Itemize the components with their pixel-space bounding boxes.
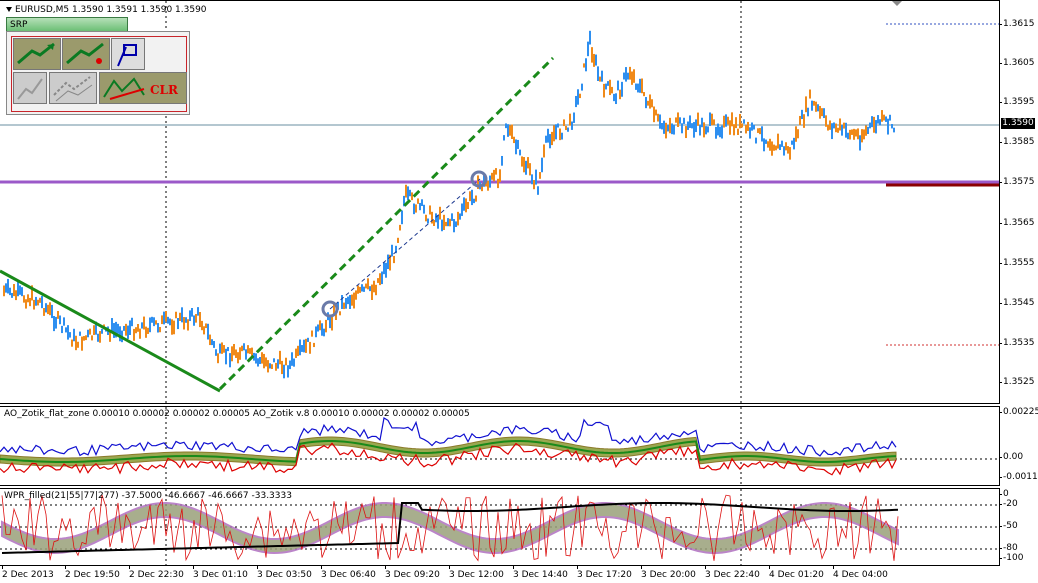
ao-lower-line: [0, 442, 897, 476]
ao-indicator-canvas: [0, 407, 999, 485]
wpr-fast-line: [1, 494, 899, 562]
up-channel-line: [218, 56, 555, 391]
wpr-axis: 0 -20 -50 -80 -100: [998, 488, 1038, 566]
wpr-indicator-pane[interactable]: WPR_filled(21|55|77|277) -37.5000 -46.66…: [0, 488, 1000, 566]
time-axis[interactable]: 2 Dec 2013 2 Dec 19:50 2 Dec 22:30 3 Dec…: [0, 566, 1038, 583]
time-tick: 3 Dec 03:50: [257, 566, 312, 580]
flat-line-button[interactable]: [13, 72, 47, 104]
ao-tick: 0.00225: [998, 407, 1038, 417]
pivot-marker-icon: [470, 170, 488, 188]
time-tick: 2 Dec 19:50: [65, 566, 120, 580]
wpr-indicator-title: WPR_filled(21|55|77|277) -37.5000 -46.66…: [4, 491, 292, 501]
trend-up-icon: [17, 42, 55, 65]
price-tick: 1.3555: [999, 258, 1035, 268]
time-tick: 3 Dec 01:10: [193, 566, 248, 580]
ao-signal-line: [0, 440, 897, 463]
price-tick: 1.3535: [999, 338, 1035, 348]
line-tool-icon: [117, 44, 137, 67]
clear-label: CLR: [150, 83, 178, 97]
current-price-label: 1.3590: [1001, 118, 1035, 129]
price-tick: 1.3545: [999, 298, 1035, 308]
wpr-slow-line: [1, 502, 899, 554]
wpr-tick: -100: [998, 553, 1024, 563]
time-tick: 3 Dec 22:40: [705, 566, 760, 580]
level-marker-icon: [892, 1, 902, 6]
time-tick: 3 Dec 17:20: [577, 566, 632, 580]
time-tick: 4 Dec 04:00: [833, 566, 888, 580]
channel-button[interactable]: [49, 72, 97, 104]
price-chart-canvas[interactable]: [0, 1, 1000, 404]
price-tick: 1.3575: [999, 177, 1035, 187]
price-tick: 1.3525: [999, 377, 1035, 387]
symbol-info-text: EURUSD,M5 1.3590 1.3591 1.3590 1.3590: [15, 5, 207, 15]
ao-axis: 0.00225 0.00 -0.00116: [998, 406, 1038, 486]
wpr-tick: -50: [999, 521, 1018, 531]
time-tick: 3 Dec 20:00: [641, 566, 696, 580]
time-tick: 2 Dec 2013: [2, 566, 54, 580]
ao-upper-line: [0, 417, 897, 457]
down-trendline: [0, 269, 221, 393]
ao-tick: -0.00116: [998, 472, 1038, 482]
ao-indicator-title: AO_Zotik_flat_zone 0.00010 0.00002 0.000…: [4, 409, 470, 419]
srp-box: CLR: [6, 31, 190, 115]
time-tick: 3 Dec 06:40: [321, 566, 376, 580]
price-tick: 1.3605: [999, 58, 1035, 68]
srp-tab[interactable]: SRP: [6, 17, 128, 31]
line-tool-button[interactable]: [111, 38, 145, 70]
pivot-marker-icon: [321, 300, 339, 318]
ao-tick: 0.00: [998, 452, 1024, 462]
time-tick: 3 Dec 14:40: [513, 566, 568, 580]
price-tick: 1.3565: [999, 218, 1035, 228]
wpr-tick: -80: [999, 543, 1018, 553]
ao-indicator-pane[interactable]: AO_Zotik_flat_zone 0.00010 0.00002 0.000…: [0, 406, 1000, 486]
trend-up-dot-button[interactable]: [62, 38, 110, 70]
time-tick: 3 Dec 09:20: [385, 566, 440, 580]
wpr-tick: 0: [999, 489, 1009, 499]
channel-midline: [329, 178, 481, 310]
time-tick: 3 Dec 12:00: [449, 566, 504, 580]
channel-icon: [53, 76, 93, 102]
main-price-chart[interactable]: EURUSD,M5 1.3590 1.3591 1.3590 1.3590 SR…: [0, 0, 1000, 404]
price-axis[interactable]: 1.3615 1.3605 1.3595 1.3585 1.3575 1.356…: [999, 0, 1038, 404]
clear-trend-icon: [103, 77, 145, 100]
price-tick: 1.3595: [999, 97, 1035, 107]
srp-panel: SRP CLR: [6, 17, 190, 115]
price-tick: 1.3615: [999, 19, 1035, 29]
wpr-indicator-canvas: [0, 489, 999, 565]
time-tick: 2 Dec 22:30: [129, 566, 184, 580]
flat-line-icon: [17, 78, 43, 100]
trend-up-button[interactable]: [13, 38, 61, 70]
trend-up-dot-icon: [66, 42, 104, 65]
clear-button[interactable]: CLR: [99, 72, 187, 104]
symbol-info: EURUSD,M5 1.3590 1.3591 1.3590 1.3590: [6, 5, 207, 15]
collapse-triangle-icon[interactable]: [6, 7, 12, 12]
price-tick: 1.3585: [999, 137, 1035, 147]
time-tick: 4 Dec 01:20: [769, 566, 824, 580]
wpr-tick: -20: [999, 499, 1018, 509]
srp-button-grid: CLR: [11, 36, 187, 112]
